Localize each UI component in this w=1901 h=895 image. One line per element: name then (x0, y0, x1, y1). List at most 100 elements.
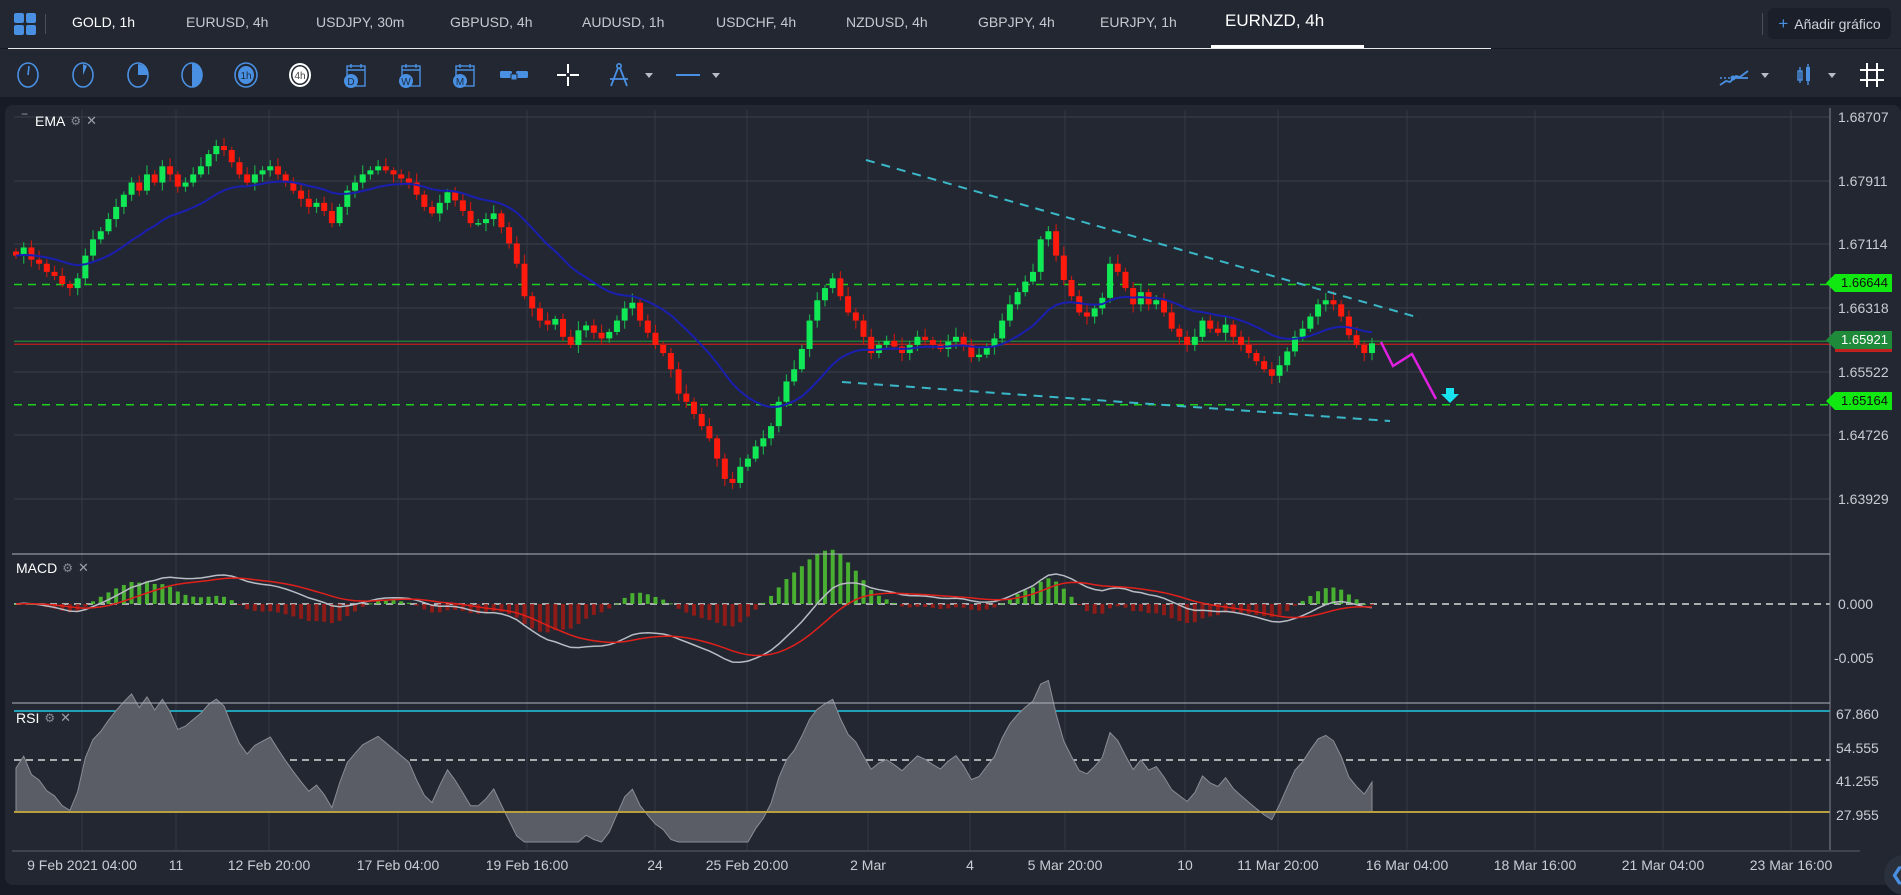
time-axis-label: 17 Feb 04:00 (356, 857, 440, 873)
tab-usdchf[interactable]: USDCHF, 4h (716, 14, 797, 30)
price-axis-label: 1.63929 (1838, 491, 1889, 507)
layout-grid-icon[interactable] (14, 13, 36, 35)
macd-indicator (14, 549, 1830, 664)
resistance-level-tag: 1.66644 (1826, 274, 1892, 292)
tab-audusd[interactable]: AUDUSD, 1h (582, 14, 665, 30)
ema-legend: − EMA ⚙ ✕ (21, 107, 98, 129)
candlesticks (13, 137, 1375, 490)
range-selector-icon[interactable] (498, 61, 530, 89)
divider (1762, 13, 1763, 35)
time-axis-label: 9 Feb 2021 04:00 (27, 857, 137, 873)
indicators-icon[interactable] (1718, 61, 1750, 89)
chart-type-candle-icon[interactable] (1790, 61, 1818, 89)
timeframe-monthly-button[interactable]: M (449, 61, 477, 89)
rsi-indicator (14, 679, 1830, 843)
chevron-left-icon: ❮ (1890, 864, 1901, 885)
add-chart-label: Añadir gráfico (1794, 15, 1881, 32)
price-axis-label: 1.65522 (1838, 364, 1889, 380)
ema-settings-gear-icon[interactable]: ⚙ (70, 114, 82, 128)
rsi-settings-gear-icon[interactable]: ⚙ (44, 711, 56, 725)
svg-text:D: D (347, 77, 354, 88)
divider (8, 48, 1491, 49)
price-axis-label: 1.64726 (1838, 427, 1889, 443)
price-axis-label: 1.67114 (1838, 236, 1888, 252)
price-axis-label: 1.66318 (1838, 300, 1889, 316)
rsi-label: RSI (16, 710, 40, 726)
time-axis-label: 23 Mar 16:00 (1749, 857, 1833, 873)
timeframe-30m-button[interactable] (178, 61, 206, 89)
tab-nzdusd[interactable]: NZDUSD, 4h (846, 14, 928, 30)
chart-toolbar: 1h 4h D W M (0, 49, 1901, 97)
chart-tab-bar: GOLD, 1h EURUSD, 4h USDJPY, 30m GBPUSD, 4h A… (0, 0, 1901, 49)
current-price-tag: 1.65921 (1826, 331, 1892, 352)
svg-text:1h: 1h (240, 71, 251, 82)
ema-line (15, 180, 1373, 409)
line-style-dropdown-caret[interactable] (712, 73, 720, 78)
indicators-dropdown-caret[interactable] (1761, 73, 1769, 78)
macd-axis-label: 0.000 (1838, 596, 1874, 612)
rsi-axis-label: 67.860 (1836, 706, 1879, 722)
timeframe-4h-button[interactable]: 4h (286, 61, 314, 89)
tab-usdjpy[interactable]: USDJPY, 30m (316, 14, 405, 30)
tab-eurjpy[interactable]: EURJPY, 1h (1100, 14, 1177, 30)
time-axis-label: 11 Mar 20:00 (1237, 857, 1319, 873)
drawing-tools-compass-icon[interactable] (605, 61, 633, 89)
time-axis-label: 19 Feb 16:00 (485, 857, 569, 873)
ema-label: EMA (35, 113, 66, 129)
tab-gbpjpy[interactable]: GBPJPY, 4h (978, 14, 1055, 30)
rsi-axis-label: 41.255 (1836, 773, 1879, 789)
macd-label: MACD (16, 560, 58, 576)
divider (45, 14, 46, 34)
time-axis-label: 10 (1177, 857, 1193, 873)
chart-panel[interactable] (5, 105, 1901, 885)
timeframe-15m-button[interactable] (124, 61, 152, 89)
rsi-legend: RSI ⚙ ✕ (16, 710, 71, 726)
macd-axis-label: -0.005 (1834, 650, 1874, 666)
support-level-tag: 1.65164 (1826, 392, 1892, 410)
time-axis-label: 16 Mar 04:00 (1365, 857, 1449, 873)
timeframe-weekly-button[interactable]: W (395, 61, 423, 89)
time-axis-label: 24 (647, 857, 663, 873)
grid-toggle-icon[interactable] (1858, 61, 1886, 89)
macd-legend: MACD ⚙ ✕ (16, 560, 89, 576)
plus-icon: + (1778, 13, 1789, 33)
timeframe-1m-button[interactable] (14, 61, 42, 89)
crosshair-icon[interactable] (554, 61, 582, 89)
time-axis-label: 2 Mar (850, 857, 886, 873)
tab-gold[interactable]: GOLD, 1h (72, 14, 136, 30)
trendline-drawings (841, 159, 1459, 422)
svg-text:W: W (401, 77, 411, 88)
timeframe-daily-button[interactable]: D (340, 61, 368, 89)
rsi-axis-label: 27.955 (1836, 807, 1879, 823)
tab-gbpusd[interactable]: GBPUSD, 4h (450, 14, 533, 30)
macd-remove-close-icon[interactable]: ✕ (78, 560, 89, 575)
drawing-tools-dropdown-caret[interactable] (645, 73, 653, 78)
timeframe-5m-button[interactable] (69, 61, 97, 89)
chart-grid (14, 110, 1830, 850)
price-axis-label: 1.68707 (1838, 109, 1889, 125)
active-tab-indicator (1211, 45, 1364, 48)
price-axis-label: 1.67911 (1838, 173, 1888, 189)
rsi-axis-label: 54.555 (1836, 740, 1879, 756)
macd-settings-gear-icon[interactable]: ⚙ (62, 561, 73, 575)
time-axis-label: 12 Feb 20:00 (227, 857, 311, 873)
collapse-icon[interactable]: − (21, 107, 29, 121)
time-axis-label: 21 Mar 04:00 (1621, 857, 1705, 873)
svg-text:4h: 4h (294, 71, 305, 82)
tab-eurusd[interactable]: EURUSD, 4h (186, 14, 269, 30)
add-chart-button[interactable]: + Añadir gráfico (1768, 8, 1891, 39)
ema-remove-close-icon[interactable]: ✕ (86, 113, 98, 128)
rsi-remove-close-icon[interactable]: ✕ (60, 710, 72, 725)
time-axis-label: 25 Feb 20:00 (705, 857, 789, 873)
time-axis-label: 5 Mar 20:00 (1027, 857, 1103, 873)
horizontal-levels (14, 283, 1830, 406)
time-axis-label: 4 (966, 857, 974, 873)
timeframe-1h-button[interactable]: 1h (232, 61, 260, 89)
svg-text:M: M (456, 77, 464, 88)
tab-eurnzd[interactable]: EURNZD, 4h (1225, 11, 1325, 30)
time-axis-label: 18 Mar 16:00 (1493, 857, 1577, 873)
line-style-icon[interactable] (672, 61, 704, 89)
chart-axes (12, 108, 1860, 852)
chart-type-dropdown-caret[interactable] (1828, 73, 1836, 78)
